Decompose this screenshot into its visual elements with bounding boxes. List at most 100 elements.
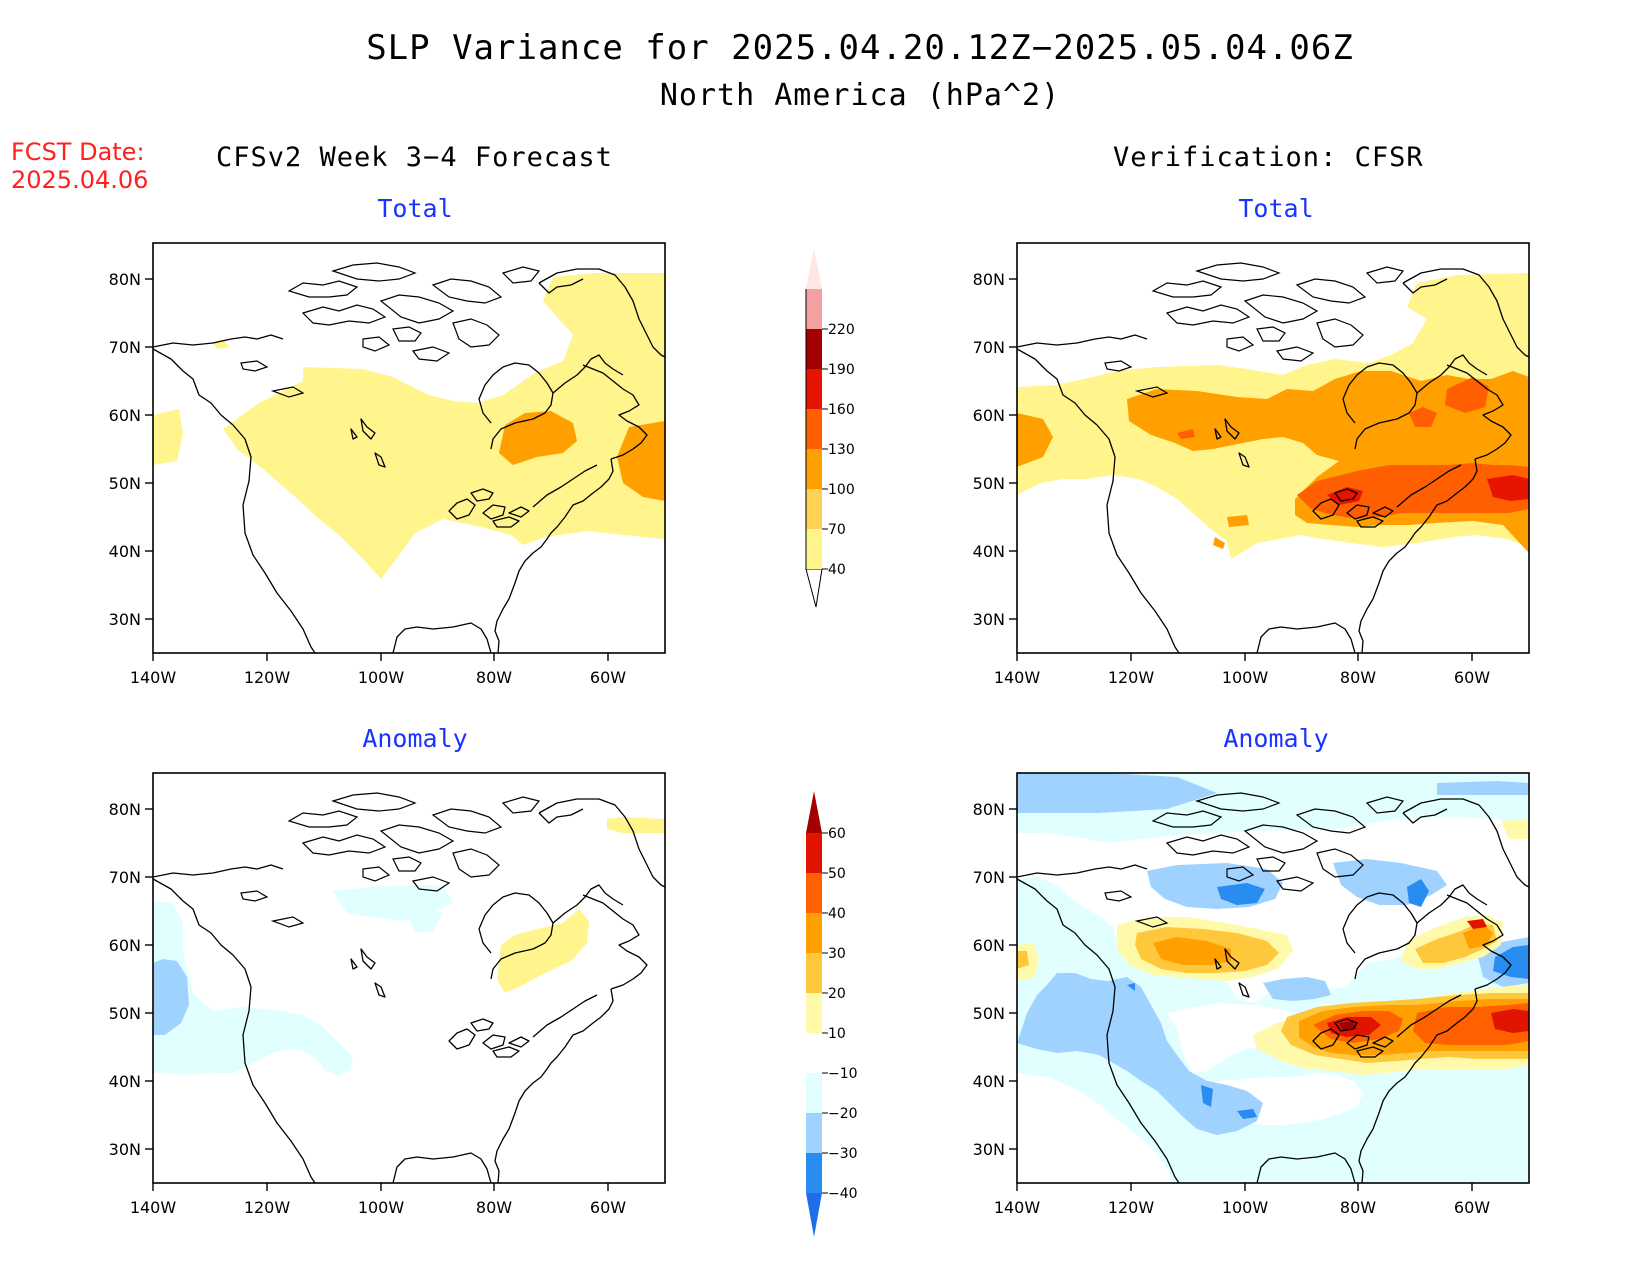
lat-tick-label: 70N: [109, 868, 141, 887]
colorbar-total-swatch: [806, 329, 822, 369]
map-panel-verification-total: [1008, 242, 1530, 662]
colorbar-total-swatch: [806, 529, 822, 569]
lon-tick-label: 80W: [1340, 1198, 1376, 1217]
lon-tick-label: 120W: [1108, 668, 1155, 687]
panel-title-verification-total: Total: [1238, 194, 1314, 223]
lon-tick-label: 140W: [994, 668, 1041, 687]
fcst-date-label: FCST Date:: [11, 138, 145, 166]
colorbar-anomaly: −40 −30 −20 −10 10 20 30 40 50 60: [806, 791, 858, 1237]
lat-tick-label: 60N: [109, 936, 141, 955]
forecast-column-title: CFSv2 Week 3−4 Forecast: [216, 142, 613, 173]
lat-tick-label: 80N: [973, 270, 1005, 289]
panel-title-verification-anomaly: Anomaly: [1223, 724, 1329, 753]
lon-tick-label: 100W: [1222, 668, 1269, 687]
panel-title-forecast-total: Total: [377, 194, 453, 223]
lat-tick-label: 80N: [973, 800, 1005, 819]
lat-tick-label: 30N: [973, 1140, 1005, 1159]
colorbar-anomaly-label: 30: [828, 946, 846, 962]
lat-tick-label: 40N: [973, 542, 1005, 561]
colorbar-total-label: 160: [828, 402, 855, 418]
colorbar-anomaly-upper-extension: [806, 791, 822, 833]
colorbar-total-label: 70: [828, 522, 846, 538]
lon-tick-label: 60W: [1454, 668, 1490, 687]
colorbar-anomaly-swatch: [806, 873, 822, 913]
panel-title-forecast-anomaly: Anomaly: [362, 724, 468, 753]
lon-tick-label: 80W: [476, 1198, 512, 1217]
lon-tick-label: 140W: [130, 668, 177, 687]
colorbar-anomaly-label: 10: [828, 1026, 846, 1042]
colorbar-total-label: 40: [828, 562, 846, 578]
lat-tick-label: 60N: [973, 936, 1005, 955]
map-panel-verification-anomaly: [1008, 772, 1530, 1192]
fcst-date: FCST Date: 2025.04.06: [11, 138, 148, 194]
colorbar-total-swatch: [806, 289, 822, 329]
colorbar-anomaly-swatch: [806, 1033, 822, 1073]
lon-tick-label: 140W: [994, 1198, 1041, 1217]
lon-tick-label: 100W: [358, 1198, 405, 1217]
colorbar-total-swatch: [806, 409, 822, 449]
map-panel-forecast-anomaly: [144, 772, 666, 1192]
lon-tick-label: 140W: [130, 1198, 177, 1217]
fcst-date-value: 2025.04.06: [11, 166, 149, 194]
lat-tick-label: 50N: [973, 1004, 1005, 1023]
lat-tick-label: 70N: [109, 338, 141, 357]
colorbar-anomaly-label: −10: [828, 1066, 858, 1082]
colorbar-anomaly-label: 50: [828, 866, 846, 882]
colorbar-total-swatch: [806, 369, 822, 409]
lon-tick-label: 100W: [1222, 1198, 1269, 1217]
colorbar-anomaly-swatch: [806, 833, 822, 873]
colorbar-total-label: 130: [828, 442, 855, 458]
lon-tick-label: 60W: [1454, 1198, 1490, 1217]
colorbar-anomaly-swatch: [806, 1073, 822, 1113]
lat-tick-label: 80N: [109, 800, 141, 819]
lon-tick-label: 80W: [476, 668, 512, 687]
verification-column-title: Verification: CFSR: [1113, 142, 1424, 173]
lat-tick-label: 50N: [109, 1004, 141, 1023]
lon-tick-label: 120W: [1108, 1198, 1155, 1217]
lat-tick-label: 40N: [109, 542, 141, 561]
lat-tick-label: 70N: [973, 868, 1005, 887]
lon-tick-label: 100W: [358, 668, 405, 687]
lat-tick-label: 80N: [109, 270, 141, 289]
colorbar-anomaly-label: −30: [828, 1146, 858, 1162]
colorbar-total: 40 70 100 130 160 190 220: [805, 249, 855, 608]
colorbar-anomaly-label: 60: [828, 826, 846, 842]
lat-tick-label: 40N: [109, 1072, 141, 1091]
colorbar-anomaly-label: −20: [828, 1106, 858, 1122]
colorbar-anomaly-swatch: [806, 993, 822, 1033]
figure-subtitle: North America (hPa^2): [659, 78, 1061, 113]
axis-labels: 140W 120W 100W 80W 60W 80N 70N 60N 50N 40N 30N 140W…: [109, 270, 1491, 1217]
lon-tick-label: 120W: [244, 668, 291, 687]
colorbar-anomaly-label: 40: [828, 906, 846, 922]
colorbar-total-swatch: [806, 449, 822, 489]
lat-tick-label: 30N: [109, 610, 141, 629]
lon-tick-label: 80W: [1340, 668, 1376, 687]
lon-tick-label: 60W: [590, 668, 626, 687]
lat-tick-label: 60N: [973, 406, 1005, 425]
lat-tick-label: 50N: [973, 474, 1005, 493]
colorbar-total-label: 190: [828, 362, 855, 378]
colorbar-total-upper-extension: [806, 249, 822, 289]
colorbar-total-swatch: [806, 489, 822, 529]
colorbar-anomaly-label: −40: [828, 1186, 858, 1202]
colorbar-anomaly-swatch: [806, 1113, 822, 1153]
figure-title: SLP Variance for 2025.04.20.12Z−2025.05.…: [366, 28, 1354, 68]
colorbar-total-label: 220: [828, 322, 855, 338]
lat-tick-label: 60N: [109, 406, 141, 425]
colorbar-anomaly-swatch: [806, 1153, 822, 1193]
lon-tick-label: 120W: [244, 1198, 291, 1217]
lat-tick-label: 70N: [973, 338, 1005, 357]
map-panel-forecast-total: [144, 242, 666, 662]
colorbar-anomaly-swatch: [806, 953, 822, 993]
lat-tick-label: 30N: [109, 1140, 141, 1159]
lat-tick-label: 40N: [973, 1072, 1005, 1091]
colorbar-anomaly-swatch: [806, 913, 822, 953]
colorbar-total-lower-extension: [805, 568, 823, 608]
lat-tick-label: 50N: [109, 474, 141, 493]
lon-tick-label: 60W: [590, 1198, 626, 1217]
colorbar-anomaly-lower-extension: [806, 1193, 822, 1237]
lat-tick-label: 30N: [973, 610, 1005, 629]
colorbar-anomaly-label: 20: [828, 986, 846, 1002]
colorbar-total-label: 100: [828, 482, 855, 498]
